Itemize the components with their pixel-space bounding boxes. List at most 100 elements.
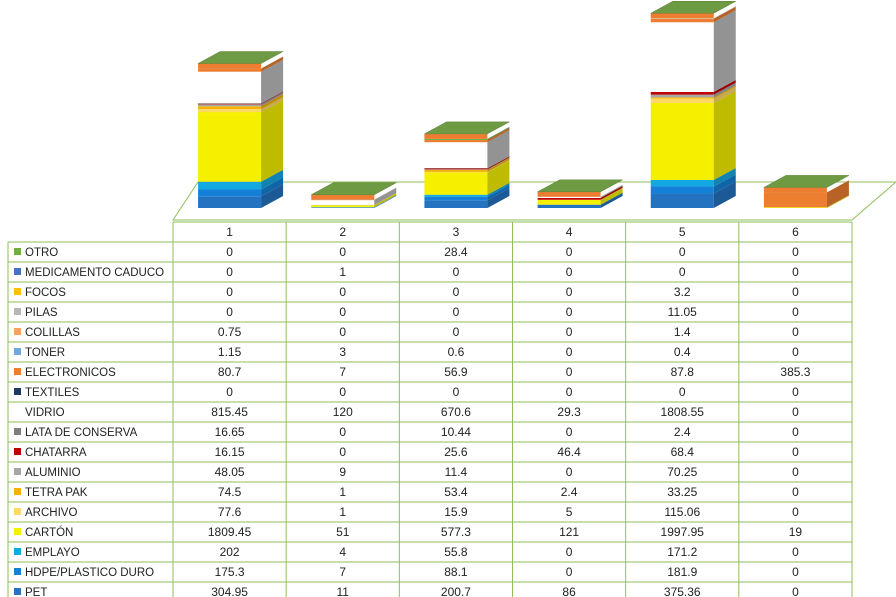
bar-side-emplayo-col-3 [487,182,510,197]
bar-top-col-6 [763,175,850,188]
data-value-cell: 0 [792,245,799,259]
data-value-cell: 0 [679,245,686,259]
data-value-cell: 28.4 [444,245,468,259]
bar-side-tetra-pak-col-2 [374,193,397,206]
data-value-cell: 0 [792,485,799,499]
data-value-cell: 0 [792,325,799,339]
bar-segment-pet-col-5 [650,193,714,208]
bar-side-electronicos-col-6 [826,180,849,208]
bar-side-electronicos-col-1 [261,56,284,72]
bar-side-electronicos-col-3 [487,128,510,143]
bar-segment-cart-n-col-1 [198,112,262,182]
bar-segment-emplayo-col-5 [650,179,714,187]
data-value-cell: 0 [566,285,573,299]
category-label: 1 [226,225,233,239]
bar-side-emplayo-col-1 [261,169,284,190]
data-value-cell: 51 [336,525,350,539]
bar-cap-edge-col-4 [537,191,601,197]
bar-segment-electronicos-col-6 [763,192,827,208]
bar-side-pilas-col-5 [713,6,736,19]
bar-side-emplayo-col-5 [713,167,736,187]
data-value-cell: 0 [792,465,799,479]
legend-swatch [14,528,21,535]
category-label: 4 [566,225,573,239]
bar-side-pet-col-4 [600,192,623,208]
data-value-cell: 1 [339,485,346,499]
bar-side-lata-de-conserva-col-3 [487,156,510,169]
bar-side-focos-col-5 [713,6,736,19]
bar-segment-vidrio-col-1 [198,71,262,104]
bar-side-vidrio-col-1 [261,59,284,104]
bar-side-pet-col-3 [487,188,510,208]
series-name-label: ALUMINIO [25,467,81,479]
data-value-cell: 10.44 [441,425,471,439]
data-value-cell: 11 [337,585,350,597]
data-value-cell: 670.6 [441,405,471,419]
legend-swatch [14,368,21,375]
data-value-cell: 1.15 [218,345,242,359]
data-value-cell: 0 [792,405,799,419]
legend-swatch [14,328,21,335]
series-name-label: ARCHIVO [25,507,77,519]
data-value-cell: 121 [559,525,579,539]
data-value-cell: 202 [220,545,240,559]
data-value-cell: 0 [792,565,799,579]
series-name-label: OTRO [25,247,58,259]
data-value-cell: 0 [566,345,573,359]
series-name-label: PET [25,587,47,597]
bar-side-electronicos-col-5 [713,6,736,23]
data-value-cell: 1 [339,505,346,519]
data-value-cell: 0 [566,425,573,439]
data-value-cell: 16.65 [215,425,245,439]
data-value-cell: 577.3 [441,525,471,539]
data-value-cell: 74.5 [218,485,242,499]
data-value-cell: 0 [226,305,233,319]
data-value-cell: 11.4 [445,465,468,479]
data-value-cell: 0 [792,585,799,597]
bar-segment-chatarra-col-4 [537,197,601,200]
data-value-cell: 0 [792,305,799,319]
bar-side-medicamento-caduco-col-2 [374,187,397,200]
data-value-cell: 7 [339,365,346,379]
bar-segment-cart-n-col-2 [311,205,375,208]
data-value-cell: 5 [566,505,573,519]
data-table-header: 1 2 3 4 5 6 [226,225,799,239]
bar-cap-edge-col-5 [650,13,714,19]
data-value-cell: 0 [792,425,799,439]
bar-side-vidrio-col-2 [374,188,397,205]
bar-segment-cart-n-col-6 [763,207,827,208]
data-value-cell: 80.7 [218,365,242,379]
data-value-cell: 0 [566,305,573,319]
bar-side-lata-de-conserva-col-1 [261,91,284,104]
data-value-cell: 4 [339,545,346,559]
bar-segment-aluminio-col-1 [198,104,262,107]
data-value-cell: 1 [339,265,346,279]
bar-side-archivo-col-2 [374,193,397,206]
bar-side-cart-n-col-5 [713,91,736,180]
bar-segment-archivo-col-3 [424,171,488,173]
bar-side-hdpe-plastico-duro-col-2 [374,195,397,208]
bar-top-col-1 [197,51,284,64]
bar-side-toner-col-5 [713,6,736,19]
series-name-label: COLILLAS [25,327,80,339]
bar-cap-edge-col-2 [311,194,375,200]
bar-top-col-2 [311,182,397,195]
bar-side-archivo-col-3 [487,159,510,173]
data-value-cell: 77.6 [218,505,242,519]
data-table-rows: OTRO 0 0 28.4 0 0 0 MEDICAMENTO CADUCO 0 1 0 0 0 0 FOC… [14,245,811,597]
legend-swatch [14,428,21,435]
series-name-label: TEXTILES [25,387,80,399]
bar-side-chatarra-col-1 [261,91,284,105]
bar-side-archivo-col-5 [713,86,736,104]
bars-group [197,1,850,208]
legend-swatch [14,288,21,295]
data-value-cell: 15.9 [444,505,468,519]
data-value-cell: 9 [339,465,346,479]
bar-side-hdpe-plastico-duro-col-3 [487,184,510,201]
bar-cap-edge-col-1 [198,63,262,69]
legend-swatch [14,348,21,355]
data-value-cell: 0 [453,305,460,319]
bar-side-tetra-pak-col-3 [487,157,510,172]
data-value-cell: 0 [566,545,573,559]
series-name-label: LATA DE CONSERVA [25,427,138,439]
